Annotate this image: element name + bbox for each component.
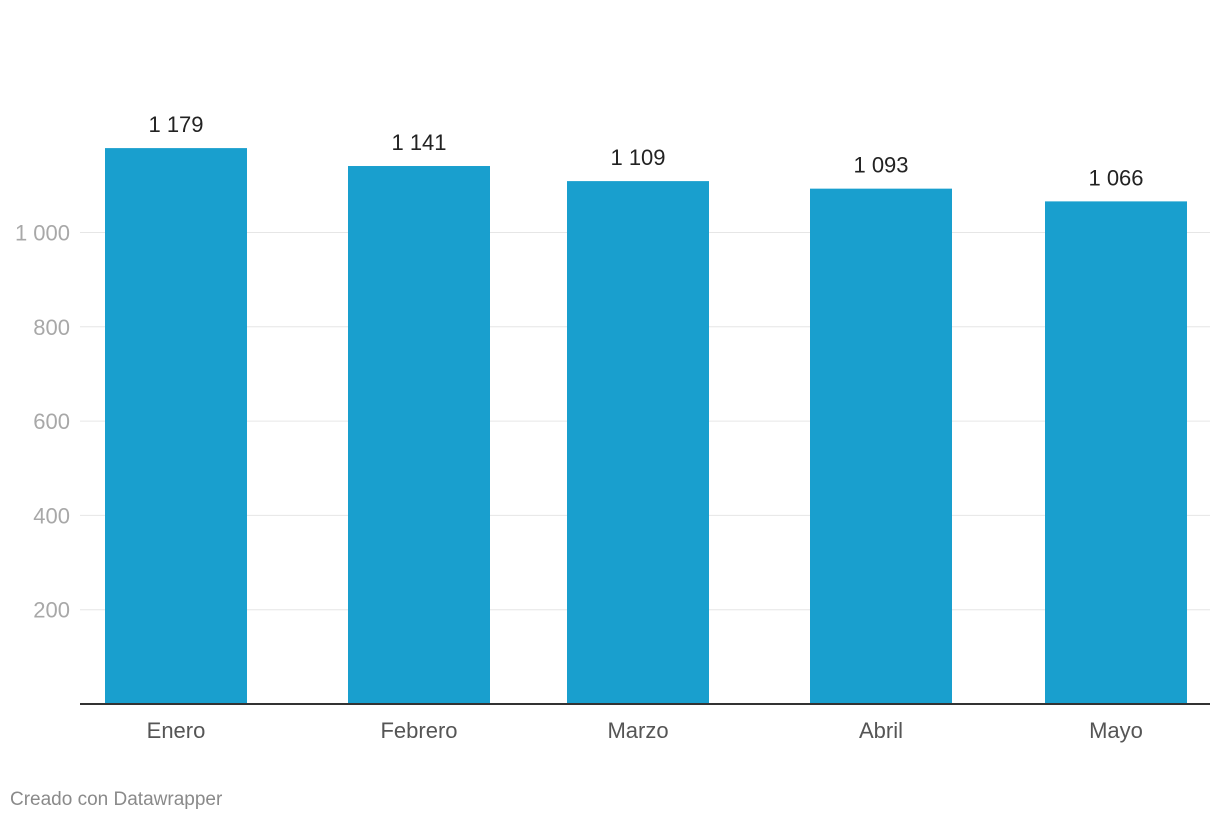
x-tick-label: Marzo xyxy=(607,718,668,743)
y-tick-label: 800 xyxy=(33,315,70,340)
value-label: 1 093 xyxy=(853,153,908,178)
x-axis-ticks: Enero Febrero Marzo Abril Mayo xyxy=(147,718,1143,743)
value-label: 1 066 xyxy=(1088,165,1143,190)
x-tick-label: Mayo xyxy=(1089,718,1143,743)
value-labels: 1 179 1 141 1 109 1 093 1 066 xyxy=(148,112,1143,190)
y-tick-label: 200 xyxy=(33,598,70,623)
y-tick-label: 1 000 xyxy=(15,221,70,246)
x-tick-label: Abril xyxy=(859,718,903,743)
value-label: 1 141 xyxy=(391,130,446,155)
x-tick-label: Febrero xyxy=(380,718,457,743)
credit-footer: Creado con Datawrapper xyxy=(10,789,223,810)
value-label: 1 109 xyxy=(610,145,665,170)
bar-enero xyxy=(105,148,247,704)
bars xyxy=(105,148,1187,705)
bar-mayo xyxy=(1045,201,1187,705)
bar-marzo xyxy=(567,181,709,704)
y-tick-label: 600 xyxy=(33,409,70,434)
bar-abril xyxy=(810,188,952,704)
bar-febrero xyxy=(348,166,490,704)
y-axis-ticks: 200 400 600 800 1 000 xyxy=(15,221,70,623)
value-label: 1 179 xyxy=(148,112,203,137)
x-tick-label: Enero xyxy=(147,718,206,743)
y-tick-label: 400 xyxy=(33,503,70,528)
